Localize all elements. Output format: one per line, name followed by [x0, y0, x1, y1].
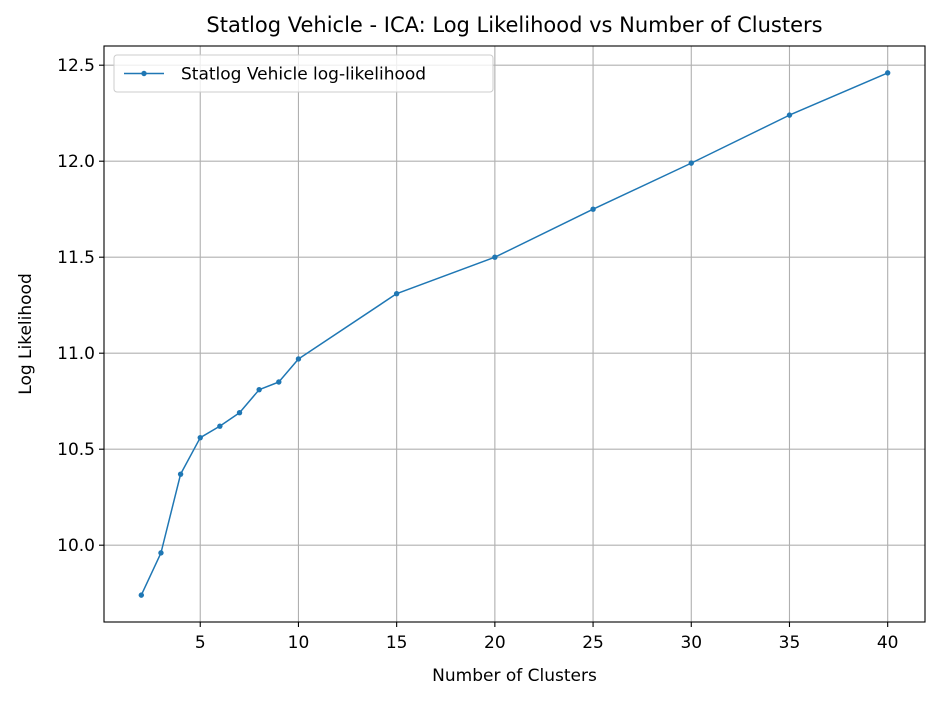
- x-tick-label: 25: [582, 633, 604, 653]
- data-point: [236, 410, 243, 416]
- data-point: [138, 592, 145, 598]
- y-axis-ticks: 10.0 10.5 11.0 11.5 12.0 12.5: [57, 56, 104, 556]
- x-tick-label: 10: [288, 633, 310, 653]
- data-point: [590, 206, 596, 212]
- y-tick-label: 11.5: [57, 248, 95, 268]
- legend-marker-swatch: [141, 70, 147, 77]
- x-tick-label: 20: [484, 633, 506, 653]
- x-tick-label: 35: [779, 633, 801, 653]
- x-tick-label: 5: [195, 633, 206, 653]
- x-tick-label: 30: [680, 633, 702, 653]
- legend-label: Statlog Vehicle log-likelihood: [181, 65, 426, 85]
- data-point: [492, 254, 498, 260]
- data-point: [393, 290, 400, 297]
- legend-box: [113, 54, 494, 93]
- data-point: [276, 379, 282, 385]
- x-axis-ticks: 5 10 15 20 25 30 35 40: [195, 622, 899, 653]
- grid-lines: [104, 46, 925, 622]
- data-point: [884, 70, 891, 76]
- data-point: [197, 434, 203, 441]
- data-point: [688, 160, 694, 166]
- y-tick-label: 11.0: [57, 344, 95, 364]
- x-tick-label: 15: [386, 633, 408, 653]
- y-tick-label: 12.5: [57, 56, 95, 76]
- y-tick-label: 10.0: [57, 536, 95, 556]
- data-point: [256, 386, 262, 393]
- y-axis-label: Log Likelihood: [16, 273, 36, 394]
- data-point: [786, 112, 793, 118]
- data-point: [295, 356, 302, 362]
- y-tick-label: 10.5: [57, 440, 95, 460]
- y-tick-label: 12.0: [57, 152, 95, 172]
- data-point: [217, 423, 223, 429]
- x-axis-label: Number of Clusters: [432, 666, 597, 686]
- data-point: [158, 550, 164, 556]
- series-layer: [138, 70, 891, 598]
- axes-frame: [103, 45, 926, 623]
- x-tick-label: 40: [877, 633, 899, 653]
- chart-title: Statlog Vehicle - ICA: Log Likelihood vs…: [206, 13, 822, 37]
- legend: Statlog Vehicle log-likelihood: [113, 54, 494, 93]
- data-point: [177, 471, 184, 477]
